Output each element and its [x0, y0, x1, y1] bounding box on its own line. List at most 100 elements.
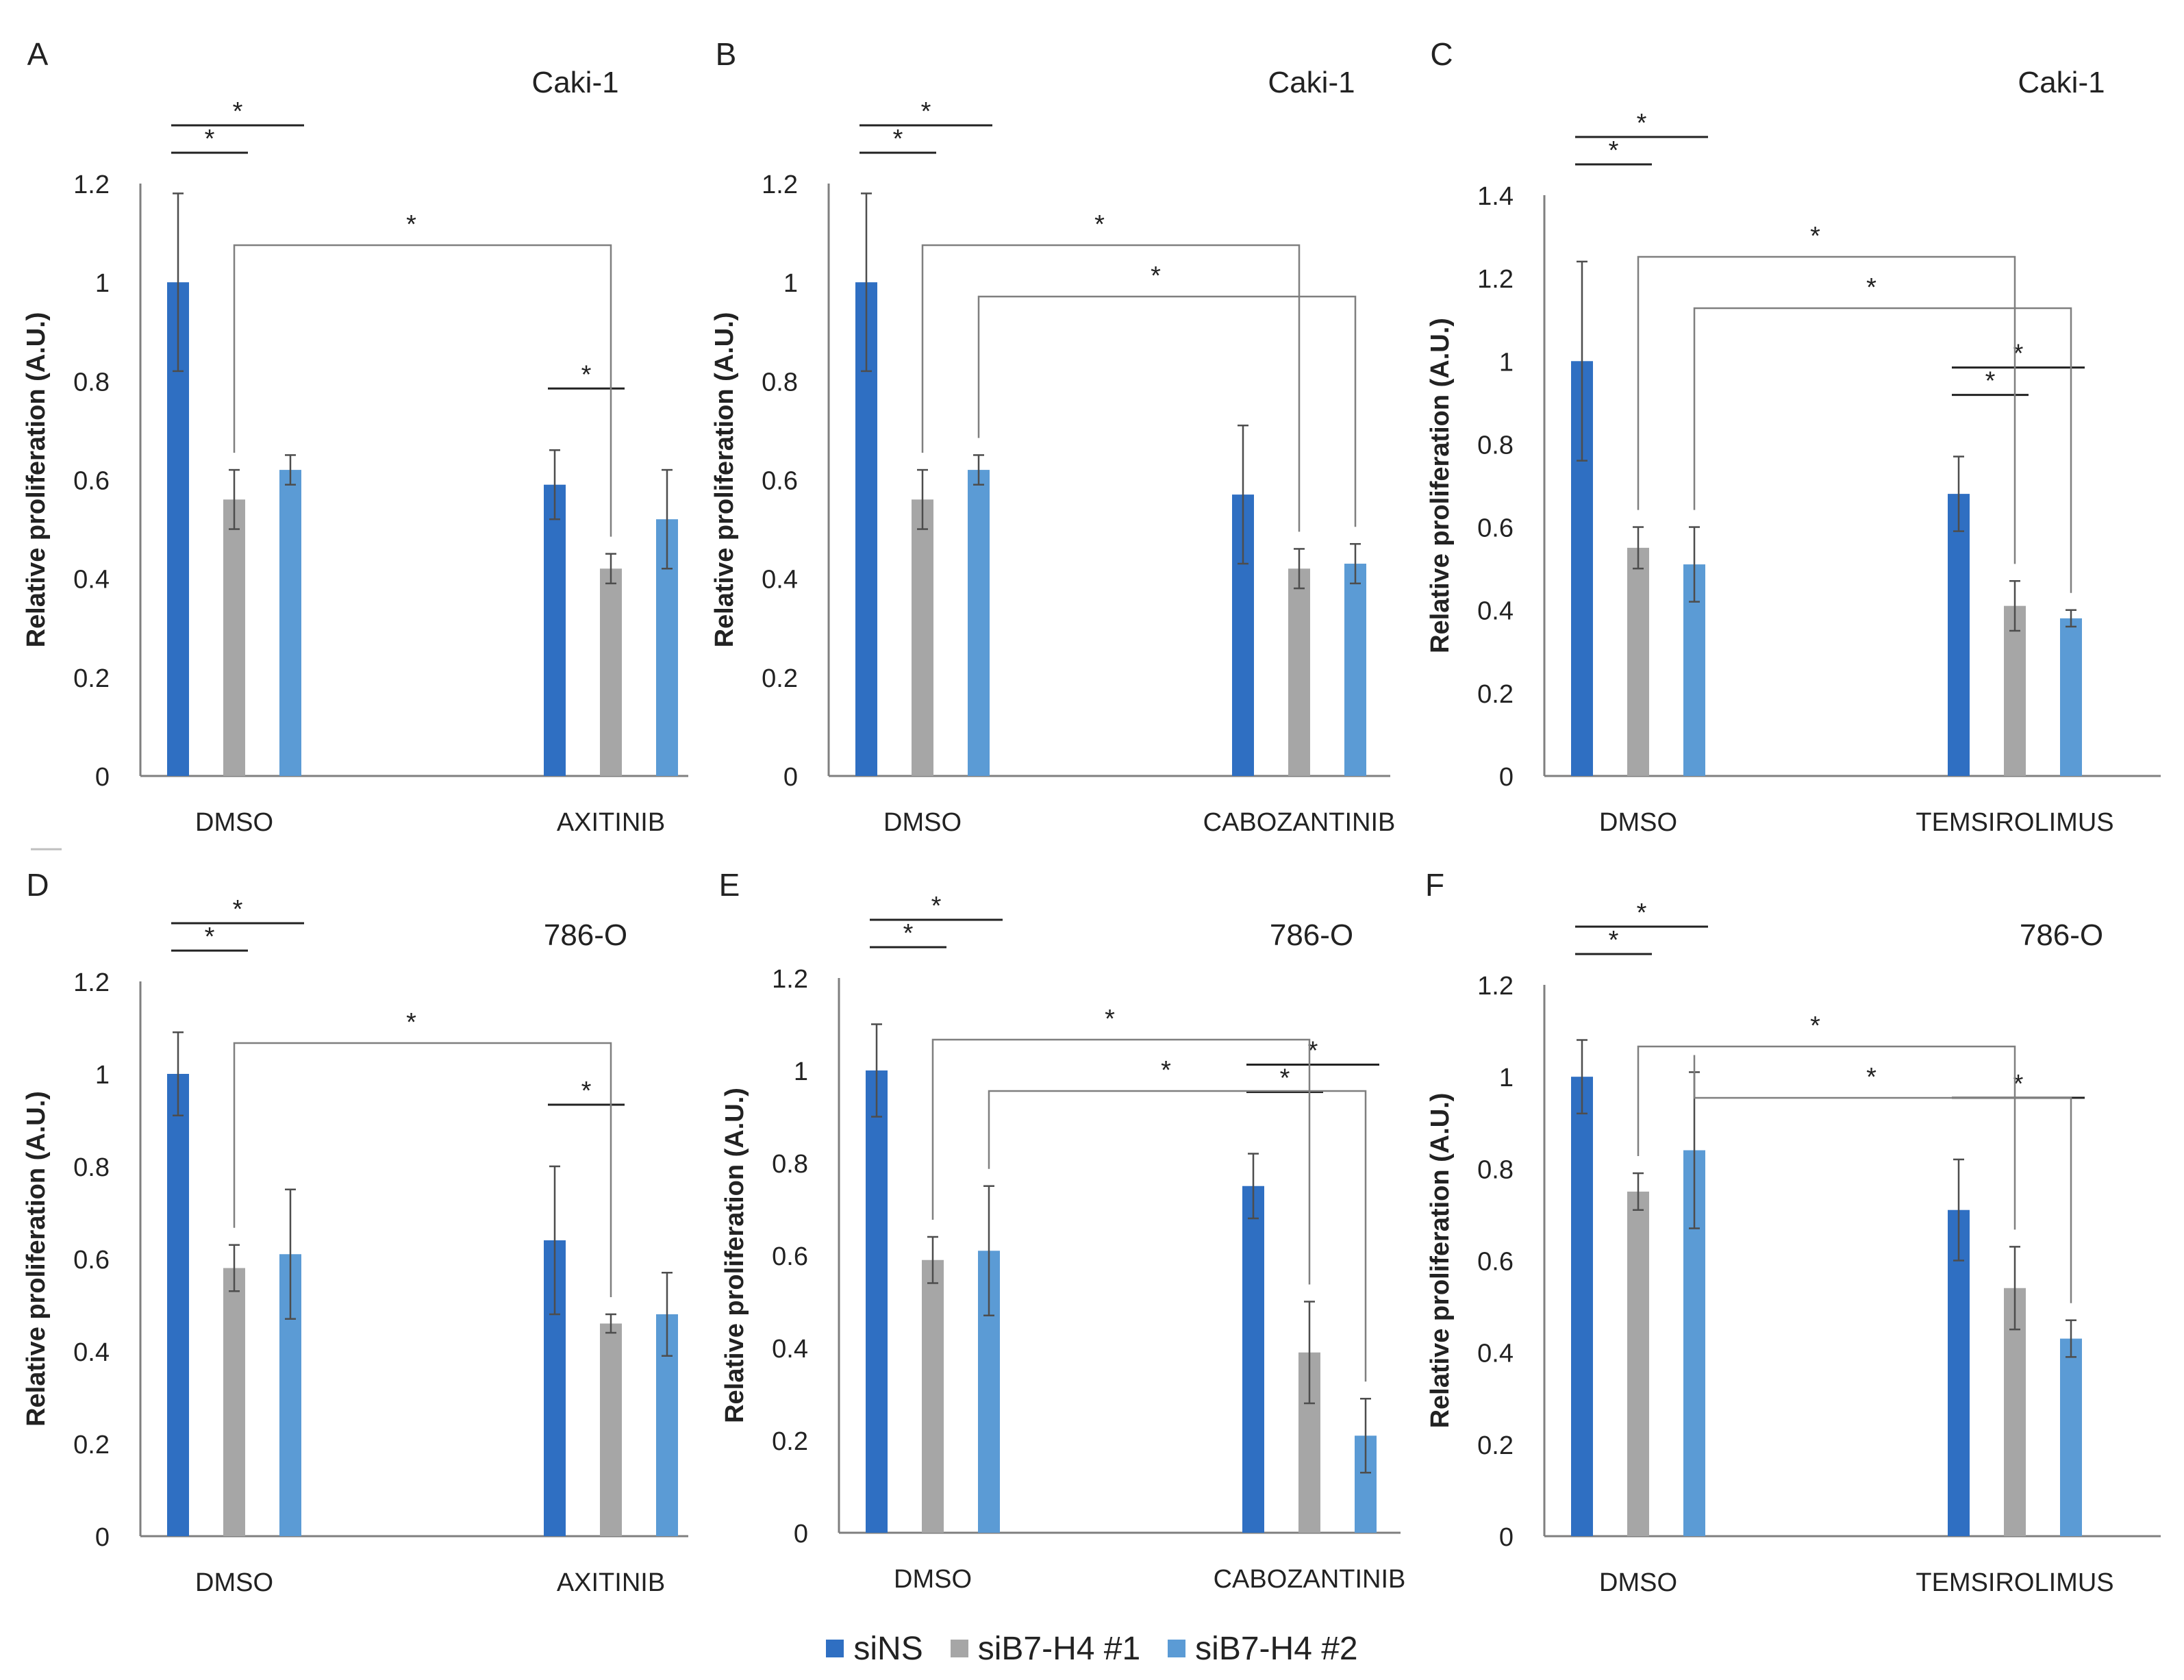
x-category-label: CABOZANTINIB — [1203, 808, 1396, 837]
y-tick-label: 0.2 — [1477, 1431, 1514, 1460]
significance-star: * — [1161, 1056, 1171, 1085]
panel-letter: B — [716, 36, 737, 72]
significance-star: * — [1637, 109, 1647, 138]
significance-bracket — [1693, 1055, 2072, 1303]
y-tick-label: 1 — [1499, 1064, 1514, 1092]
y-tick-label: 0.8 — [73, 368, 110, 397]
y-tick-label: 0.4 — [1477, 1340, 1514, 1368]
x-category-label: TEMSIROLIMUS — [1916, 808, 2113, 837]
bar-e-0-0 — [866, 1070, 888, 1533]
x-category-label: CABOZANTINIB — [1214, 1565, 1406, 1594]
legend-swatch-sins — [826, 1640, 844, 1657]
significance-star: * — [1637, 899, 1647, 927]
y-tick-label: 0.2 — [1477, 680, 1514, 709]
panel-letter: E — [719, 867, 740, 903]
y-tick-label: 0.8 — [73, 1153, 110, 1182]
y-tick-label: 0 — [1499, 1523, 1514, 1552]
significance-star: * — [406, 210, 416, 239]
significance-star: * — [1308, 1037, 1318, 1066]
y-tick-label: 0 — [794, 1520, 808, 1549]
significance-bracket — [988, 1090, 1367, 1382]
bar-c-1-2 — [2060, 618, 2082, 776]
bar-c-1-0 — [1948, 494, 1970, 776]
y-tick-label: 0.4 — [73, 566, 110, 594]
y-tick-label: 0.8 — [1477, 1155, 1514, 1184]
significance-star: * — [1105, 1005, 1115, 1033]
panel-e: E 786-O 0 0.2 0.4 0.6 0.8 1 1.2 Relative prolifer… — [719, 867, 1406, 1594]
y-tick-label: 1.2 — [1477, 265, 1514, 294]
legend-item-sib7h4-1: siB7-H4 #1 — [950, 1630, 1140, 1668]
bar-d-0-0 — [167, 1074, 189, 1536]
y-tick-label: 0.2 — [762, 664, 798, 693]
significance-star: * — [1810, 1012, 1820, 1040]
panel-title: 786-O — [544, 918, 627, 952]
y-tick-label: 0.4 — [772, 1335, 808, 1364]
y-tick-label: 0 — [95, 1523, 110, 1552]
legend-item-sins: siNS — [826, 1630, 923, 1668]
y-tick-label: 1.2 — [1477, 972, 1514, 1001]
panel-title: Caki-1 — [2018, 66, 2105, 99]
y-axis-label: Relative proliferation (A.U.) — [1426, 318, 1455, 653]
panel-letter: D — [26, 867, 49, 903]
y-tick-label: 0.6 — [762, 467, 798, 496]
y-tick-label: 0.8 — [1477, 431, 1514, 460]
y-tick-label: 0.8 — [762, 368, 798, 397]
x-category-label: TEMSIROLIMUS — [1916, 1568, 2113, 1597]
panel-d: D 786-O 0 0.2 0.4 0.6 0.8 1 1.2 Relative prolifer… — [22, 867, 688, 1597]
bar-d-1-1 — [600, 1323, 622, 1536]
significance-bracket — [977, 295, 1357, 527]
panel-letter: A — [27, 36, 49, 72]
significance-star: * — [1609, 136, 1619, 165]
significance-bracket — [1637, 255, 2016, 564]
bar-d-0-1 — [223, 1268, 245, 1536]
y-tick-label: 0.4 — [73, 1338, 110, 1367]
y-tick-label: 1.2 — [73, 171, 110, 199]
significance-star: * — [1866, 1063, 1877, 1092]
significance-star: * — [1609, 926, 1619, 955]
significance-star: * — [903, 919, 914, 948]
y-tick-label: 0 — [1499, 763, 1514, 792]
panel-title: Caki-1 — [1268, 66, 1355, 99]
y-tick-label: 1.2 — [73, 968, 110, 997]
y-tick-label: 0 — [95, 763, 110, 792]
x-category-label: AXITINIB — [557, 808, 665, 837]
panel-title: 786-O — [2020, 918, 2103, 952]
y-axis-label: Relative proliferation (A.U.) — [22, 1091, 51, 1427]
y-tick-label: 0.2 — [73, 664, 110, 693]
y-tick-label: 1 — [95, 1061, 110, 1090]
bar-f-1-2 — [2060, 1338, 2082, 1536]
significance-bracket — [1693, 307, 2072, 593]
y-tick-label: 0 — [783, 763, 798, 792]
x-category-label: DMSO — [883, 808, 962, 837]
legend-label-sins: siNS — [853, 1630, 923, 1667]
panel-f: F 786-O 0 0.2 0.4 0.6 0.8 1 1.2 Relative prolifer… — [1425, 867, 2161, 1597]
significance-star: * — [233, 97, 243, 126]
y-tick-label: 0.4 — [762, 566, 798, 594]
bar-c-0-1 — [1627, 547, 1649, 776]
significance-star: * — [931, 892, 942, 920]
bar-b-1-2 — [1344, 564, 1366, 776]
bar-f-1-0 — [1948, 1209, 1970, 1536]
significance-bracket — [931, 1038, 1311, 1285]
panel-letter: C — [1430, 36, 1453, 72]
y-tick-label: 0.6 — [1477, 514, 1514, 543]
significance-star: * — [581, 1077, 592, 1105]
legend: siNS siB7-H4 #1 siB7-H4 #2 — [0, 1618, 2184, 1679]
y-axis-label: Relative proliferation (A.U.) — [710, 312, 739, 648]
y-tick-label: 0.2 — [73, 1431, 110, 1459]
bar-f-0-0 — [1571, 1077, 1593, 1536]
y-tick-label: 1.2 — [772, 965, 808, 994]
bar-b-0-1 — [912, 499, 933, 776]
significance-star: * — [921, 97, 931, 126]
legend-label-sib7h4-2: siB7-H4 #2 — [1195, 1630, 1358, 1667]
panel-b: B Caki-1 0 0.2 0.4 0.6 0.8 1 1.2 Relative prolife… — [710, 36, 1395, 837]
bar-b-1-1 — [1288, 568, 1310, 776]
bar-a-1-1 — [600, 568, 622, 776]
y-tick-label: 1 — [95, 269, 110, 298]
y-tick-label: 0.6 — [1477, 1248, 1514, 1277]
significance-star: * — [1094, 210, 1105, 239]
y-tick-label: 1.4 — [1477, 182, 1514, 211]
significance-star: * — [2013, 340, 2024, 368]
y-tick-label: 0.8 — [772, 1150, 808, 1179]
significance-star: * — [1280, 1064, 1290, 1093]
